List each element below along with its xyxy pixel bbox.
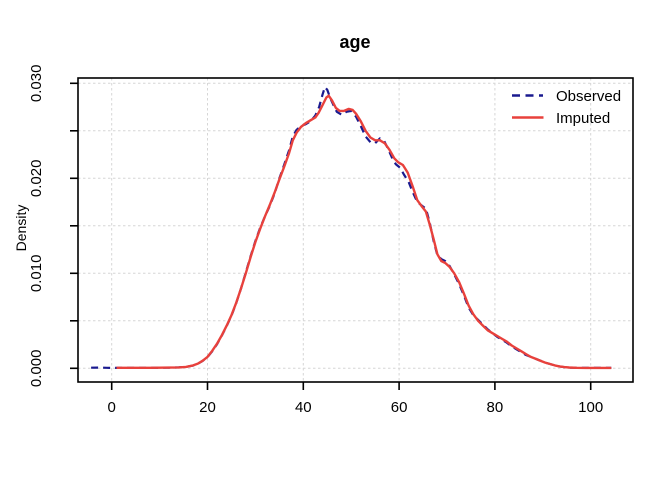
curve-layer <box>91 86 612 370</box>
x-tick-label: 40 <box>295 399 312 416</box>
x-tick-label: 0 <box>108 399 116 416</box>
x-tick-label: 100 <box>578 399 603 416</box>
y-tick-label: 0.000 <box>28 350 45 388</box>
x-tick-label: 80 <box>487 399 504 416</box>
x-tick-label: 60 <box>391 399 408 416</box>
y-axis-label: Density <box>13 205 29 252</box>
y-tick-label: 0.020 <box>28 160 45 198</box>
legend-imputed-label: Imputed <box>556 110 610 127</box>
y-tick-label: 0.010 <box>28 255 45 293</box>
grid-layer <box>78 78 633 382</box>
plot-border-box <box>77 77 634 383</box>
legend-observed-label: Observed <box>556 88 621 105</box>
imputed-density-curve <box>116 94 612 370</box>
y-tick-label: 0.030 <box>28 65 45 103</box>
observed-density-curve <box>91 86 612 369</box>
chart-title: age <box>339 32 370 52</box>
tick-layer: 0 20 40 60 80 100 0.000 0.010 0.020 0.030 <box>28 65 603 416</box>
x-tick-label: 20 <box>199 399 216 416</box>
legend: Observed Imputed <box>512 88 621 127</box>
